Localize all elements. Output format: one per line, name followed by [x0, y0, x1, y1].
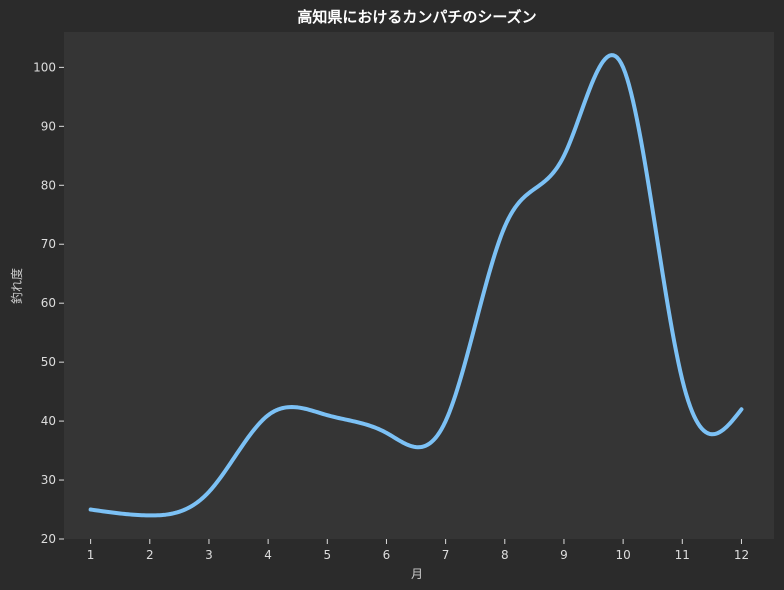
x-tick-label: 5 — [323, 548, 331, 562]
y-axis: 20 30 40 50 60 70 80 90 100 — [33, 60, 64, 546]
y-tick-label: 30 — [41, 473, 56, 487]
x-axis: 1 2 3 4 5 6 7 8 9 10 11 12 — [87, 539, 749, 562]
y-tick-label: 70 — [41, 237, 56, 251]
x-tick-label: 7 — [442, 548, 450, 562]
plot-area — [64, 32, 774, 539]
y-tick-label: 90 — [41, 119, 56, 133]
x-tick-label: 4 — [264, 548, 272, 562]
x-tick-label: 11 — [675, 548, 690, 562]
x-tick-label: 12 — [734, 548, 749, 562]
x-tick-label: 3 — [205, 548, 213, 562]
x-tick-label: 2 — [146, 548, 154, 562]
x-tick-label: 8 — [501, 548, 509, 562]
x-axis-label: 月 — [411, 567, 423, 581]
x-tick-label: 6 — [383, 548, 391, 562]
y-tick-label: 40 — [41, 414, 56, 428]
y-tick-label: 20 — [41, 532, 56, 546]
y-tick-label: 80 — [41, 178, 56, 192]
x-tick-label: 9 — [560, 548, 568, 562]
chart-title: 高知県におけるカンパチのシーズン — [297, 8, 536, 26]
x-tick-label: 10 — [615, 548, 630, 562]
y-tick-label: 60 — [41, 296, 56, 310]
series-line — [88, 53, 744, 518]
y-tick-label: 100 — [33, 60, 56, 74]
y-tick-label: 50 — [41, 355, 56, 369]
y-axis-label: 釣れ度 — [9, 268, 24, 304]
series-layer — [88, 53, 744, 518]
x-tick-label: 1 — [87, 548, 95, 562]
